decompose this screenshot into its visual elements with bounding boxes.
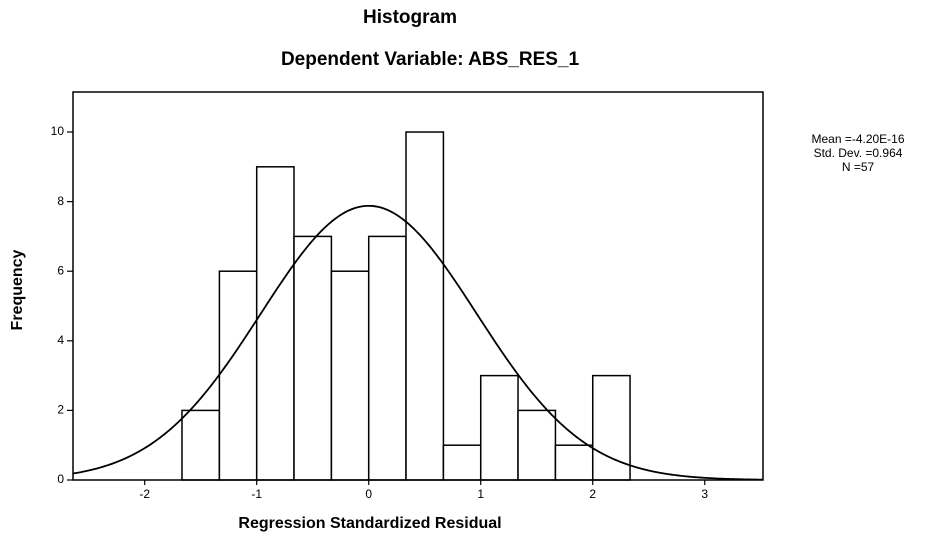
chart-title: Histogram <box>363 7 457 28</box>
y-axis-label: Frequency <box>9 249 26 330</box>
stat-std-dev: Std. Dev. =0.964 <box>814 146 903 160</box>
x-tick-label: 0 <box>365 487 372 501</box>
x-axis-label: Regression Standardized Residual <box>238 515 501 532</box>
stat-n: N =57 <box>842 160 875 174</box>
x-tick-label: -1 <box>251 487 262 501</box>
bar <box>481 376 518 480</box>
bar <box>443 445 480 480</box>
bar <box>182 410 219 480</box>
bar <box>555 445 592 480</box>
y-tick-label: 10 <box>51 124 65 138</box>
bar <box>369 236 406 480</box>
bar <box>257 167 294 480</box>
y-tick-label: 8 <box>57 194 64 208</box>
chart: Histogram Dependent Variable: ABS_RES_1 … <box>0 0 937 538</box>
bar <box>518 410 555 480</box>
y-tick-label: 4 <box>57 333 64 347</box>
bar <box>406 132 443 480</box>
x-tick-label: 3 <box>701 487 708 501</box>
y-tick-label: 0 <box>57 472 64 486</box>
bar <box>294 236 331 480</box>
bar <box>331 271 368 480</box>
stat-mean: Mean =-4.20E-16 <box>811 132 904 146</box>
x-tick-label: 1 <box>477 487 484 501</box>
x-tick-label: 2 <box>589 487 596 501</box>
y-tick-label: 6 <box>57 263 64 277</box>
y-tick-label: 2 <box>57 403 64 417</box>
bar <box>219 271 256 480</box>
x-tick-label: -2 <box>139 487 150 501</box>
chart-subtitle: Dependent Variable: ABS_RES_1 <box>281 49 580 70</box>
